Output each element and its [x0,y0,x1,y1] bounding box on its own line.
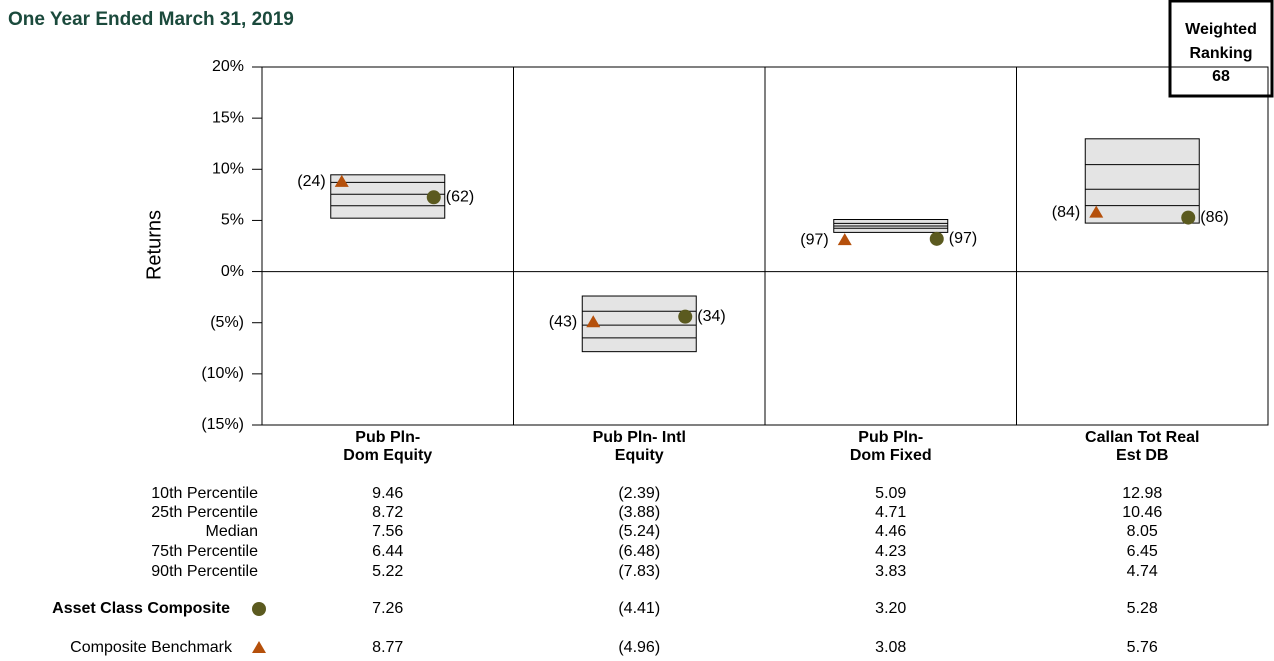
row-label: 25th Percentile [151,504,258,521]
table-value: (2.39) [618,485,660,502]
benchmark-marker [252,641,266,653]
x-tick-label: Dom Equity [343,447,432,464]
table-value: (6.48) [618,543,660,560]
table-value: 4.46 [875,523,906,540]
table-value: 7.26 [372,600,403,617]
ranking-title: Ranking [1189,45,1252,62]
x-tick-label: Pub Pln- [858,429,923,446]
rank-label: (34) [697,308,725,325]
table-value: 3.08 [875,639,906,656]
row-label: Composite Benchmark [70,639,233,656]
rank-label: (97) [800,231,828,248]
percentile-box [1084,138,1200,224]
x-tick-label: Equity [615,447,664,464]
ranking-value: 68 [1212,68,1230,85]
row-label: Median [206,523,258,540]
x-tick-label: Pub Pln- [355,429,420,446]
composite-marker [426,190,441,205]
rank-label: (84) [1052,204,1080,221]
table-value: 10.46 [1122,504,1162,521]
table-value: 4.23 [875,543,906,560]
table-value: 5.28 [1127,600,1158,617]
table-value: 7.56 [372,523,403,540]
rank-label: (97) [949,230,977,247]
ranking-title: Weighted [1185,21,1257,38]
y-tick-label: 5% [221,212,244,229]
row-label: 75th Percentile [151,543,258,560]
table-value: 8.77 [372,639,403,656]
row-label: 90th Percentile [151,563,258,580]
y-tick-label: 0% [221,263,244,280]
table-value: (7.83) [618,563,660,580]
benchmark-marker [837,233,852,246]
table-value: 8.05 [1127,523,1158,540]
composite-marker [929,231,944,246]
row-label: 10th Percentile [151,485,258,502]
table-value: 4.74 [1127,563,1158,580]
table-value: 5.76 [1127,639,1158,656]
composite-marker [678,309,693,324]
composite-marker [252,602,266,616]
y-tick-label: 15% [212,109,244,126]
percentile-box [581,295,697,353]
table-value: (3.88) [618,504,660,521]
x-tick-label: Callan Tot Real [1085,429,1199,446]
chart-title: One Year Ended March 31, 2019 [8,9,294,30]
table-value: 3.20 [875,600,906,617]
table-value: 6.44 [372,543,403,560]
rank-label: (43) [549,314,577,331]
table-value: 5.09 [875,485,906,502]
rank-label: (62) [446,189,474,206]
rank-label: (24) [297,173,325,190]
table-value: 8.72 [372,504,403,521]
table-value: (4.96) [618,639,660,656]
x-tick-label: Pub Pln- Intl [593,429,686,446]
table-value: 5.22 [372,563,403,580]
y-tick-label: (5%) [210,314,244,331]
table-value: 9.46 [372,485,403,502]
x-tick-label: Dom Fixed [850,447,932,464]
benchmark-marker [586,315,601,328]
y-axis-label: Returns [143,210,165,280]
table-value: 4.71 [875,504,906,521]
table-value: 3.83 [875,563,906,580]
x-tick-label: Est DB [1116,447,1168,464]
y-tick-label: (15%) [201,416,244,433]
table-value: 6.45 [1127,543,1158,560]
y-tick-label: 20% [212,58,244,75]
benchmark-marker [1089,205,1104,218]
row-label: Asset Class Composite [52,600,230,617]
composite-marker [1181,210,1196,225]
y-tick-label: 10% [212,161,244,178]
y-tick-label: (10%) [201,365,244,382]
rank-label: (86) [1200,209,1228,226]
table-value: (4.41) [618,600,660,617]
ranking-box [1168,0,1274,98]
table-value: (5.24) [618,523,660,540]
benchmark-marker [334,174,349,187]
table-value: 12.98 [1122,485,1162,502]
